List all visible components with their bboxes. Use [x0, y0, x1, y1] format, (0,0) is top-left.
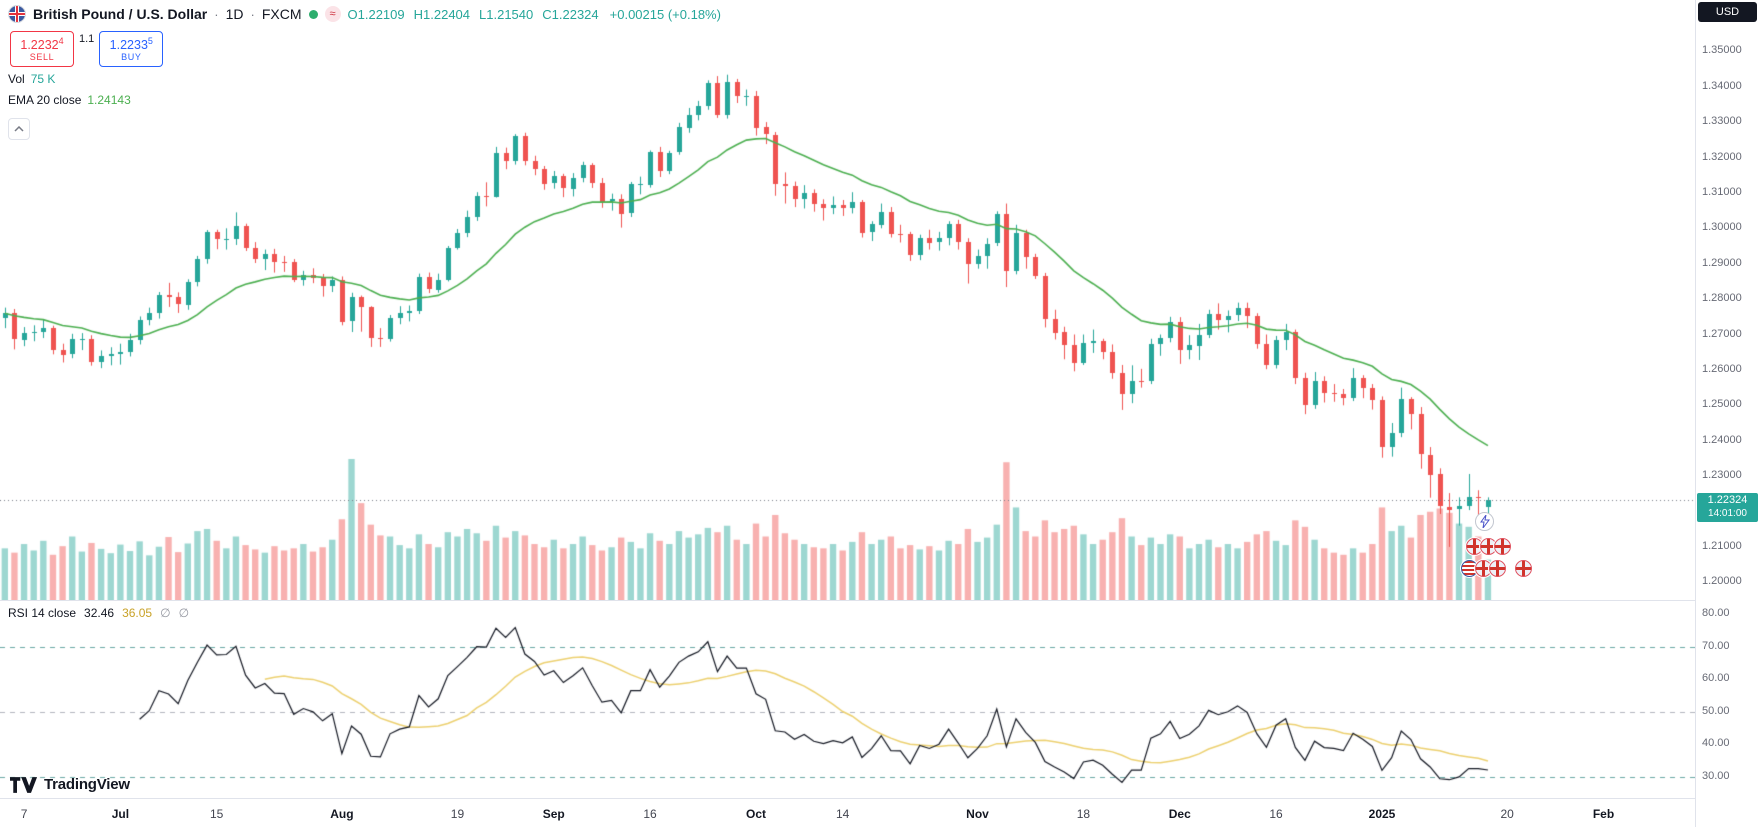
time-axis-label: 18 — [1076, 807, 1091, 821]
time-axis-label: 19 — [450, 807, 465, 821]
price-axis-label: 1.35000 — [1702, 44, 1742, 57]
ema-legend[interactable]: EMA 20 close 1.24143 — [8, 93, 131, 107]
time-axis-label: Jul — [111, 807, 130, 821]
time-axis-label: Sep — [542, 807, 565, 821]
time-axis-label: Nov — [966, 807, 989, 821]
price-axis-label: 1.34000 — [1702, 79, 1742, 92]
price-axis-label: 1.27000 — [1702, 327, 1742, 340]
price-axis-label: 1.26000 — [1702, 362, 1742, 375]
price-axis-label: 1.28000 — [1702, 292, 1742, 305]
spread-value: 1.1 — [79, 33, 95, 45]
gb-flag-event-icon[interactable] — [1475, 560, 1492, 577]
price-axis-body: 1.35000 1.34000 1.33000 1.32000 1.31000 1.300… — [1696, 0, 1759, 827]
time-axis-label: 15 — [210, 807, 224, 821]
gb-flag-event-icon[interactable] — [1515, 560, 1532, 577]
price-axis-label: 1.21000 — [1702, 539, 1742, 552]
time-axis-label: 14 — [835, 807, 850, 821]
high-value: H1.22404 — [413, 6, 471, 22]
main-chart-canvas[interactable] — [0, 0, 1695, 600]
sell-label: SELL — [29, 52, 55, 63]
rsi-axis-label: 70.00 — [1702, 639, 1730, 652]
gb-flag-event-icon[interactable] — [1466, 538, 1483, 555]
price-axis-column[interactable]: USD 1.35000 1.34000 1.33000 1.32000 1.31000 1… — [1695, 0, 1759, 827]
ema-label: EMA 20 close — [8, 93, 82, 107]
rsi-canvas[interactable] — [0, 601, 1695, 798]
exchange-label: FXCM — [261, 6, 302, 22]
gb-flag-event-icon[interactable] — [1489, 560, 1506, 577]
ohlc-values: O1.22109 H1.22404 L1.21540 C1.22324 +0.0… — [348, 7, 721, 22]
volume-label: Vol — [8, 72, 25, 86]
separator: · — [214, 6, 219, 22]
lightning-icon[interactable] — [1475, 512, 1494, 531]
change-value: +0.00215 (+0.18%) — [609, 6, 721, 22]
close-value: C1.22324 — [542, 6, 599, 22]
rsi-value: 32.46 — [84, 606, 115, 620]
sell-price: 1.22324 — [20, 36, 64, 53]
price-axis-label: 1.29000 — [1702, 256, 1742, 269]
separator: · — [250, 6, 255, 22]
rsi-axis-label: 40.00 — [1702, 737, 1730, 750]
rsi-label: RSI 14 close — [8, 606, 77, 620]
rsi-axis-label: 30.00 — [1702, 769, 1730, 782]
chevron-up-icon — [14, 126, 24, 132]
time-axis-label: Dec — [1168, 807, 1191, 821]
gb-flag-icon — [8, 5, 26, 23]
low-value: L1.21540 — [479, 6, 534, 22]
rsi-axis-label: 60.00 — [1702, 672, 1730, 685]
buy-label: BUY — [121, 52, 142, 63]
price-axis-label: 1.31000 — [1702, 185, 1742, 198]
tradingview-logo-text: TradingView — [44, 776, 130, 793]
volume-legend[interactable]: Vol 75 K — [8, 72, 55, 86]
price-axis-label: 1.23000 — [1702, 469, 1742, 482]
tradingview-logo[interactable]: TradingView — [10, 776, 130, 793]
collapse-legend-button[interactable] — [8, 118, 30, 140]
live-dot-icon — [308, 9, 318, 19]
rsi-band-value: ∅ — [160, 606, 171, 620]
price-axis-label: 1.20000 — [1702, 575, 1742, 588]
currency-unit-button[interactable]: USD — [1698, 2, 1757, 22]
price-axis-label: 1.33000 — [1702, 115, 1742, 128]
last-price-tag: 1.22324 14:01:00 — [1697, 493, 1758, 523]
pane-main: British Pound / U.S. Dollar · 1D · FXCM … — [0, 0, 1695, 601]
open-value: O1.22109 — [347, 6, 405, 22]
tradingview-logo-icon — [10, 776, 38, 793]
gb-flag-event-icon[interactable] — [1494, 538, 1511, 555]
rsi-band-value: ∅ — [178, 606, 190, 620]
rsi-legend[interactable]: RSI 14 close 32.46 36.05 ∅ ∅ — [8, 606, 189, 620]
delayed-data-icon[interactable]: ≈ — [324, 6, 341, 22]
buy-price: 1.22335 — [109, 36, 153, 53]
time-axis[interactable]: 7 Jul 15 Aug 19 Sep 16 Oct 14 Nov 18 Dec 16 2025 20 Feb — [0, 798, 1695, 827]
price-axis-label: 1.30000 — [1702, 221, 1742, 234]
price-axis-label: 1.24000 — [1702, 433, 1742, 446]
rsi-axis-label: 50.00 — [1702, 704, 1730, 717]
chart-column: British Pound / U.S. Dollar · 1D · FXCM … — [0, 0, 1695, 827]
time-axis-label: 16 — [643, 807, 657, 821]
time-axis-label: 7 — [20, 807, 28, 821]
last-price-value: 1.22324 — [1707, 494, 1748, 507]
time-axis-label: 20 — [1500, 807, 1514, 821]
time-axis-label: 16 — [1269, 807, 1283, 821]
pane-rsi: RSI 14 close 32.46 36.05 ∅ ∅ TradingView — [0, 601, 1695, 798]
price-axis-label: 1.32000 — [1702, 150, 1742, 163]
time-axis-label: Aug — [330, 807, 354, 821]
bar-countdown: 14:01:00 — [1708, 508, 1747, 520]
volume-value: 75 K — [30, 72, 56, 86]
buy-button[interactable]: 1.22335 BUY — [99, 31, 164, 68]
ema-value: 1.24143 — [87, 93, 131, 107]
rsi-ma-value: 36.05 — [122, 606, 153, 620]
rsi-axis-label: 80.00 — [1702, 607, 1730, 620]
symbol-header: British Pound / U.S. Dollar · 1D · FXCM … — [8, 5, 721, 23]
time-axis-label: Oct — [745, 807, 766, 821]
time-axis-label: Feb — [1592, 807, 1615, 821]
price-axis-label: 1.25000 — [1702, 398, 1742, 411]
time-axis-label: 2025 — [1368, 807, 1396, 821]
sell-button[interactable]: 1.22324 SELL — [10, 31, 74, 68]
interval-label[interactable]: 1D — [225, 6, 244, 22]
symbol-title[interactable]: British Pound / U.S. Dollar — [33, 6, 208, 22]
trade-panel: 1.22324 SELL 1.1 1.22335 BUY — [10, 31, 164, 68]
